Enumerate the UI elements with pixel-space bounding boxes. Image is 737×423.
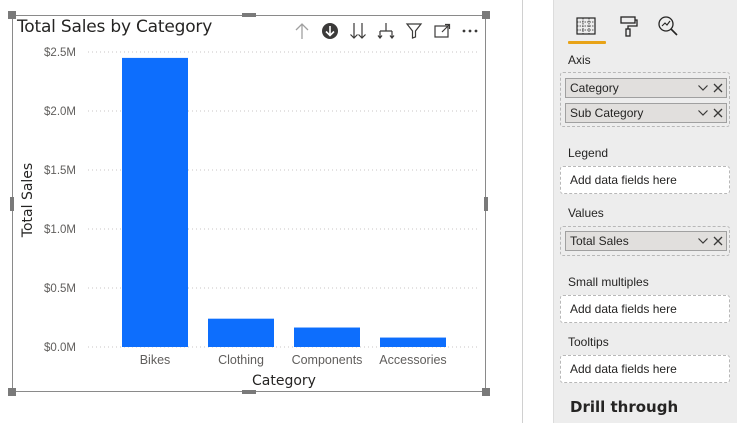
more-options-icon[interactable]	[456, 20, 484, 42]
remove-field-icon[interactable]	[713, 83, 723, 93]
x-tick-label: Components	[292, 353, 363, 367]
bar[interactable]	[380, 337, 446, 347]
x-axis-title: Category	[252, 373, 316, 389]
y-tick-label: $0.5M	[44, 283, 76, 295]
resize-handle-top-left[interactable]	[8, 11, 16, 19]
values-field-total-sales[interactable]: Total Sales	[565, 231, 727, 251]
chart-title: Total Sales by Category	[17, 17, 213, 37]
resize-handle-bottom-right[interactable]	[482, 388, 490, 396]
resize-handle-left[interactable]	[10, 197, 14, 211]
chevron-down-icon[interactable]	[697, 82, 709, 94]
focus-mode-icon[interactable]	[428, 20, 456, 42]
values-field-label: Total Sales	[570, 234, 629, 248]
tooltips-section-label: Tooltips	[568, 335, 609, 349]
y-tick-label: $2.5M	[44, 47, 76, 59]
resize-handle-bottom[interactable]	[242, 390, 256, 394]
legend-section-label: Legend	[568, 146, 609, 160]
remove-field-icon[interactable]	[713, 236, 723, 246]
small-multiples-drop-zone[interactable]: Add data fields here	[560, 295, 730, 323]
resize-handle-right[interactable]	[484, 197, 488, 211]
canvas-divider	[522, 0, 523, 423]
drill-down-circle-icon[interactable]	[316, 20, 344, 42]
small-multiples-section-label: Small multiples	[568, 275, 649, 289]
bar[interactable]	[208, 318, 274, 347]
y-tick-label: $0.0M	[44, 342, 76, 354]
y-tick-label: $1.0M	[44, 224, 76, 236]
fields-grid-icon[interactable]	[572, 12, 600, 40]
y-tick-label: $2.0M	[44, 106, 76, 118]
bar[interactable]	[122, 57, 188, 348]
axis-field-sub-category[interactable]: Sub Category	[565, 103, 727, 123]
values-well: Total Sales	[560, 226, 730, 256]
axis-well: Category Sub Category	[560, 72, 730, 127]
resize-handle-bottom-left[interactable]	[8, 388, 16, 396]
axis-field-category[interactable]: Category	[565, 78, 727, 98]
chevron-down-icon[interactable]	[697, 235, 709, 247]
chevron-down-icon[interactable]	[697, 107, 709, 119]
values-section-label: Values	[568, 206, 604, 220]
visual-header-icons	[288, 20, 484, 42]
filter-icon[interactable]	[400, 20, 428, 42]
x-tick-label: Clothing	[218, 353, 264, 367]
x-tick-label: Accessories	[379, 353, 446, 367]
bar[interactable]	[294, 327, 360, 347]
y-tick-label: $1.5M	[44, 165, 76, 177]
visualizations-pane: Axis Category Sub Category Legend Add da…	[553, 0, 737, 423]
axis-field-label: Category	[570, 81, 619, 95]
y-axis-title: Total Sales	[20, 163, 36, 238]
x-tick-label: Bikes	[140, 353, 171, 367]
arrow-up-icon[interactable]	[288, 20, 316, 42]
resize-handle-top[interactable]	[242, 13, 256, 17]
legend-drop-zone[interactable]: Add data fields here	[560, 166, 730, 194]
remove-field-icon[interactable]	[713, 108, 723, 118]
format-paintbrush-icon[interactable]	[614, 12, 642, 40]
expand-hierarchy-icon[interactable]	[372, 20, 400, 42]
chart-plot-area: $0.0M $0.5M $1.0M $1.5M $2.0M $2.5M Bikes Cloth…	[20, 47, 480, 389]
active-tab-indicator	[568, 41, 606, 44]
drill-through-heading[interactable]: Drill through	[570, 398, 679, 416]
double-down-arrow-icon[interactable]	[344, 20, 372, 42]
axis-field-label: Sub Category	[570, 106, 644, 120]
tooltips-drop-zone[interactable]: Add data fields here	[560, 355, 730, 383]
axis-section-label: Axis	[568, 53, 591, 67]
pane-tabs	[554, 0, 737, 50]
resize-handle-top-right[interactable]	[482, 11, 490, 19]
analytics-magnifier-icon[interactable]	[654, 12, 682, 40]
report-canvas: Total Sales by Category $0.0M $0.5M $1.0M $…	[8, 11, 490, 396]
